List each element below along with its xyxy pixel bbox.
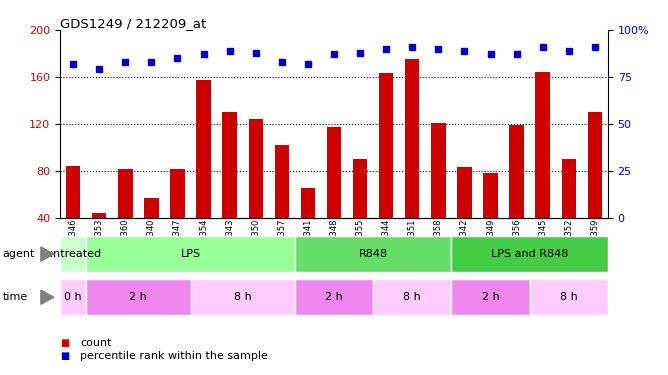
Bar <box>431 123 446 218</box>
Polygon shape <box>41 290 54 304</box>
Bar <box>452 236 608 272</box>
Text: LPS: LPS <box>180 249 200 259</box>
Bar <box>353 159 367 218</box>
Bar <box>530 279 608 315</box>
Bar <box>457 167 472 217</box>
Text: agent: agent <box>3 249 35 259</box>
Bar <box>536 72 550 217</box>
Bar <box>373 279 452 315</box>
Bar <box>222 112 237 218</box>
Bar <box>118 170 132 217</box>
Text: 8 h: 8 h <box>560 292 578 302</box>
Text: 0 h: 0 h <box>64 292 82 302</box>
Bar <box>327 127 341 218</box>
Text: time: time <box>3 292 28 302</box>
Bar <box>190 279 295 315</box>
Bar <box>86 236 295 272</box>
Text: percentile rank within the sample: percentile rank within the sample <box>80 351 268 361</box>
Bar <box>60 236 86 272</box>
Bar <box>86 279 190 315</box>
Text: untreated: untreated <box>45 249 101 259</box>
Bar <box>405 59 420 217</box>
Bar <box>248 119 263 218</box>
Bar <box>66 166 80 218</box>
Polygon shape <box>41 247 54 261</box>
Text: ■: ■ <box>60 338 69 348</box>
Text: 8 h: 8 h <box>234 292 252 302</box>
Bar <box>484 173 498 217</box>
Text: 8 h: 8 h <box>403 292 421 302</box>
Text: 2 h: 2 h <box>130 292 147 302</box>
Bar <box>379 74 393 217</box>
Bar <box>301 188 315 218</box>
Text: ■: ■ <box>60 351 69 361</box>
Bar <box>196 80 211 218</box>
Bar <box>510 125 524 217</box>
Text: GDS1249 / 212209_at: GDS1249 / 212209_at <box>60 17 206 30</box>
Bar <box>562 159 576 218</box>
Text: R848: R848 <box>359 249 387 259</box>
Bar <box>144 198 158 217</box>
Bar <box>295 279 373 315</box>
Bar <box>588 112 602 218</box>
Text: 2 h: 2 h <box>482 292 500 302</box>
Bar <box>275 145 289 218</box>
Bar <box>452 279 530 315</box>
Bar <box>295 236 452 272</box>
Text: count: count <box>80 338 112 348</box>
Text: LPS and R848: LPS and R848 <box>491 249 568 259</box>
Bar <box>60 279 86 315</box>
Text: 2 h: 2 h <box>325 292 343 302</box>
Bar <box>170 170 184 217</box>
Bar <box>92 213 106 217</box>
